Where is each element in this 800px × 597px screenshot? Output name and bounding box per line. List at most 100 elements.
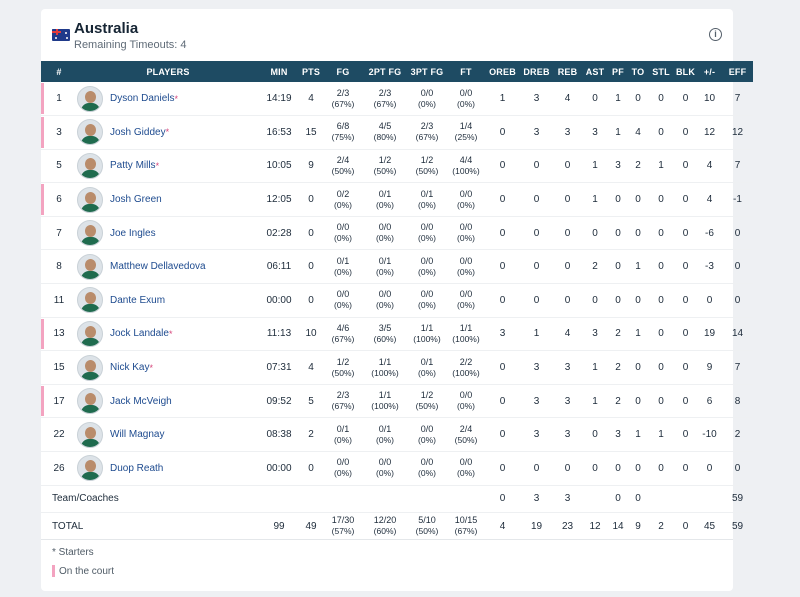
stl: 0 xyxy=(658,294,664,306)
minutes: 11:13 xyxy=(266,328,292,340)
ft-cell: 4/4 (100%) xyxy=(447,149,485,183)
jersey-number: 8 xyxy=(56,261,62,273)
ft-cell: 0/0 (0%) xyxy=(447,384,485,418)
ft-percent: (100%) xyxy=(452,333,480,344)
jersey-number: 11 xyxy=(53,294,65,306)
oreb: 3 xyxy=(499,328,506,340)
ft-made-attempted: 4/4 xyxy=(459,154,473,165)
fg3-made-attempted: 1/2 xyxy=(420,154,434,165)
fg-percent: (0%) xyxy=(334,468,352,479)
fg2-percent: (100%) xyxy=(371,401,399,412)
player-name-link[interactable]: Joe Ingles xyxy=(110,227,156,239)
points: 0 xyxy=(308,261,314,273)
player-name-link[interactable]: Dyson Daniels xyxy=(110,93,175,105)
eff: 7 xyxy=(734,362,741,374)
player-cell: Will Magnay xyxy=(77,418,259,452)
fg-percent: (50%) xyxy=(331,367,355,378)
dreb: 3 xyxy=(533,429,540,441)
fg-cell: 0/0 (0%) xyxy=(323,452,363,486)
column-header: PTS xyxy=(301,66,321,77)
player-name-link[interactable]: Jock Landale xyxy=(110,328,169,340)
row-label: TOTAL xyxy=(52,520,84,532)
ft-cell: 2/2 (100%) xyxy=(447,351,485,385)
ft-cell: 0/0 (0%) xyxy=(447,183,485,217)
player-name-link[interactable]: Matthew Dellavedova xyxy=(110,261,206,273)
stl: 0 xyxy=(658,93,664,105)
dreb: 0 xyxy=(533,294,540,306)
fg3-made-attempted: 2/3 xyxy=(420,121,434,132)
column-header: # xyxy=(56,66,62,77)
points: 15 xyxy=(305,126,317,138)
fg2-percent: (0%) xyxy=(376,233,394,244)
player-name-link[interactable]: Nick Kay xyxy=(110,362,150,374)
player-name-link[interactable]: Duop Reath xyxy=(110,462,164,474)
player-name-link[interactable]: Dante Exum xyxy=(110,294,166,306)
fg2-made-attempted: 1/1 xyxy=(378,390,392,401)
fg2-cell: 1/1 (100%) xyxy=(363,351,407,385)
fg-percent: (0%) xyxy=(334,199,352,210)
fg-cell: 0/1 (0%) xyxy=(323,418,363,452)
ft-made-attempted: 0/0 xyxy=(459,457,473,468)
column-header: EFF xyxy=(728,66,747,77)
eff: 0 xyxy=(734,261,741,273)
fg3-cell: 0/0 (0%) xyxy=(407,452,447,486)
stl: 0 xyxy=(658,362,664,374)
pf: 2 xyxy=(615,395,621,407)
stl: 0 xyxy=(658,261,664,273)
to: 0 xyxy=(635,395,641,407)
dreb: 19 xyxy=(530,520,543,532)
ft-made-attempted: 2/2 xyxy=(459,356,473,367)
dreb: 0 xyxy=(533,227,540,239)
ast: 0 xyxy=(592,93,598,105)
reb: 0 xyxy=(564,261,571,273)
eff: 0 xyxy=(734,462,741,474)
avatar xyxy=(77,186,103,213)
fg2-made-attempted: 1/1 xyxy=(378,356,392,367)
player-name-link[interactable]: Jack McVeigh xyxy=(110,395,172,407)
eff: 7 xyxy=(734,160,741,172)
player-name-link[interactable]: Patty Mills xyxy=(110,160,156,172)
pm: -3 xyxy=(705,261,714,273)
ft-cell: 0/0 (0%) xyxy=(447,82,485,116)
fg3-made-attempted: 0/0 xyxy=(420,457,434,468)
reb: 0 xyxy=(564,227,571,239)
pm: 19 xyxy=(703,328,716,340)
fg-percent: (57%) xyxy=(331,526,355,537)
fg2-cell: 12/20 (60%) xyxy=(363,512,407,540)
team-coaches-row: Team/Coaches 0 3 3 0 0 59 xyxy=(41,485,753,513)
points: 49 xyxy=(305,520,317,532)
fg3-percent: (0%) xyxy=(418,233,436,244)
player-name-link[interactable]: Josh Giddey xyxy=(110,126,166,138)
info-icon[interactable]: i xyxy=(709,28,722,41)
fg-made-attempted: 0/1 xyxy=(336,255,350,266)
player-cell: Duop Reath xyxy=(77,452,259,486)
ast: 1 xyxy=(592,395,598,407)
jersey-number: 26 xyxy=(53,462,65,474)
ast: 3 xyxy=(592,328,598,340)
jersey-number: 15 xyxy=(53,362,65,374)
stl: 0 xyxy=(658,328,664,340)
fg3-cell: 2/3 (67%) xyxy=(407,116,447,150)
fg2-percent: (80%) xyxy=(373,132,397,143)
ft-percent: (0%) xyxy=(457,233,475,244)
fg3-cell: 0/1 (0%) xyxy=(407,351,447,385)
oreb: 0 xyxy=(499,227,506,239)
stl: 1 xyxy=(658,160,664,172)
table-row: 7 Joe Ingles 02:28 0 0/0 (0%) 0/0 (0%) 0/0 (0%) 0/… xyxy=(41,216,753,250)
player-name-link[interactable]: Josh Green xyxy=(110,194,162,206)
blk: 0 xyxy=(682,160,689,172)
fg-percent: (75%) xyxy=(331,132,355,143)
fg3-percent: (0%) xyxy=(418,434,436,445)
to: 0 xyxy=(635,194,641,206)
pf: 3 xyxy=(615,429,621,441)
fg2-made-attempted: 0/0 xyxy=(378,222,392,233)
ft-made-attempted: 0/0 xyxy=(459,188,473,199)
boxscore-card: Australia Remaining Timeouts: 4 i # PLAYE… xyxy=(41,9,753,591)
ast: 12 xyxy=(589,520,601,532)
player-name-link[interactable]: Will Magnay xyxy=(110,429,165,441)
pm: 9 xyxy=(706,362,713,374)
avatar xyxy=(77,119,103,146)
points: 0 xyxy=(308,462,314,474)
eff: 12 xyxy=(731,126,744,138)
pm: 45 xyxy=(703,520,716,532)
